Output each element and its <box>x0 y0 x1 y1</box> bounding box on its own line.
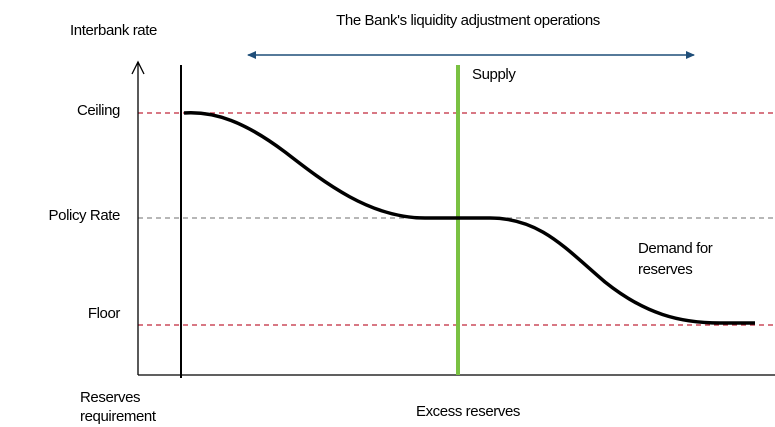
policy-label: Policy Rate <box>49 207 121 224</box>
reserves-requirement-label: Reserves <box>80 389 140 406</box>
y-axis-label: Interbank rate <box>70 22 157 39</box>
x-axis-label: Excess reserves <box>416 403 520 420</box>
ceiling-label: Ceiling <box>77 102 120 119</box>
supply-label: Supply <box>472 66 516 83</box>
demand-curve <box>183 111 755 325</box>
reserves-requirement-label: requirement <box>80 408 157 425</box>
floor-label: Floor <box>88 305 121 322</box>
demand-label: reserves <box>638 261 692 278</box>
title: The Bank's liquidity adjustment operatio… <box>336 12 600 29</box>
y-axis-arrow <box>131 60 145 75</box>
demand-label: Demand for <box>638 240 713 257</box>
